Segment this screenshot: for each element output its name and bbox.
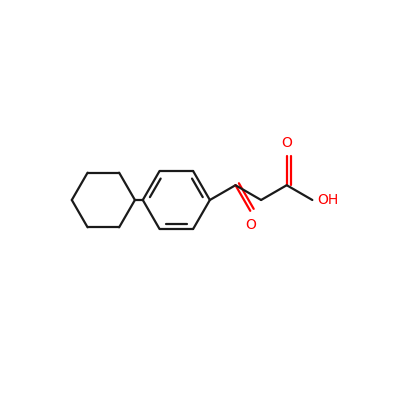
Text: O: O — [281, 136, 292, 150]
Text: OH: OH — [317, 193, 338, 207]
Text: O: O — [245, 218, 256, 232]
